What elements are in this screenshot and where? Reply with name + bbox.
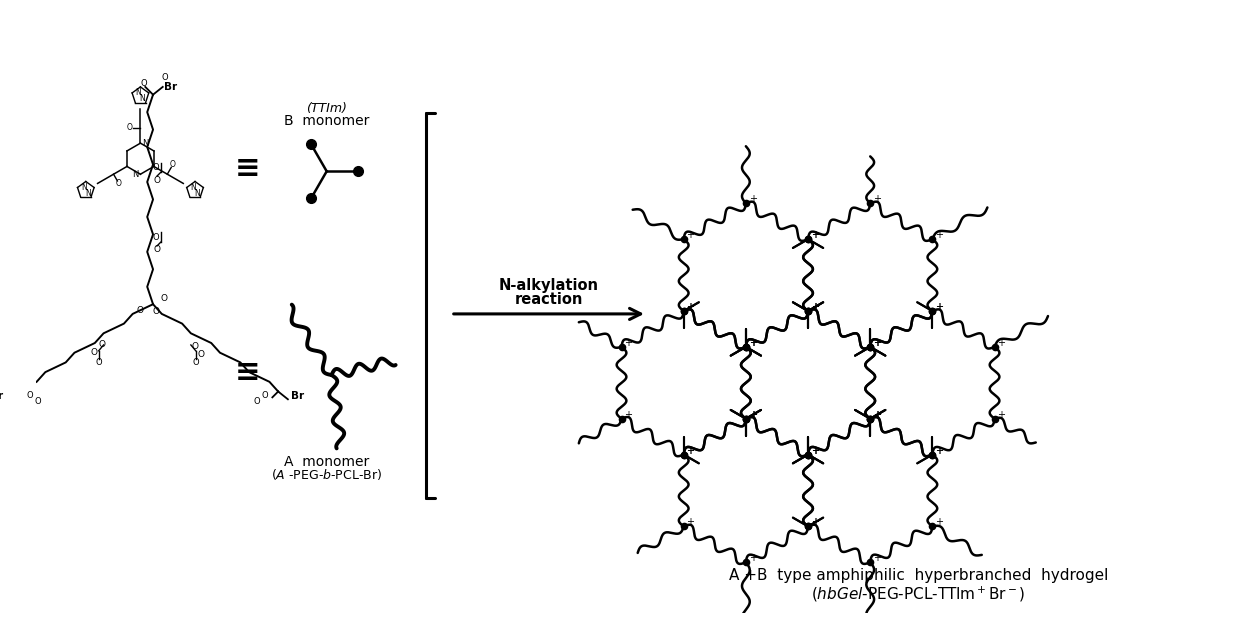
Text: O: O xyxy=(136,305,144,315)
Text: +: + xyxy=(687,446,694,456)
Text: +: + xyxy=(935,446,944,456)
Text: +: + xyxy=(687,230,694,240)
Text: +: + xyxy=(624,338,632,348)
Text: +: + xyxy=(873,410,880,420)
Text: +: + xyxy=(749,410,756,420)
Text: +: + xyxy=(749,410,756,420)
Text: A +B  type amphiphilic  hyperbranched  hydrogel: A +B type amphiphilic hyperbranched hydr… xyxy=(729,569,1109,583)
Text: O: O xyxy=(160,294,167,303)
Text: O: O xyxy=(154,246,160,254)
Text: O: O xyxy=(126,123,133,132)
Text: B  monomer: B monomer xyxy=(284,114,370,128)
Text: O: O xyxy=(35,397,41,406)
Text: O: O xyxy=(191,342,198,351)
Text: +: + xyxy=(873,338,880,348)
Text: +: + xyxy=(749,195,756,205)
Text: N-alkylation: N-alkylation xyxy=(498,277,599,292)
Text: +: + xyxy=(873,410,880,420)
Text: +: + xyxy=(811,302,818,312)
Text: +: + xyxy=(749,410,756,420)
Text: N: N xyxy=(143,139,149,147)
Text: +: + xyxy=(811,446,818,456)
Text: +: + xyxy=(687,446,694,456)
Text: O: O xyxy=(192,358,200,367)
Text: +: + xyxy=(687,302,694,312)
Text: ($\it{hbGel}$-PEG-PCL-TTIm$^+$Br$^-$): ($\it{hbGel}$-PEG-PCL-TTIm$^+$Br$^-$) xyxy=(811,585,1025,604)
Text: ≡: ≡ xyxy=(234,358,260,387)
Text: N: N xyxy=(84,188,91,198)
Text: O: O xyxy=(170,160,176,169)
Text: +: + xyxy=(687,518,694,527)
Text: +: + xyxy=(749,338,756,348)
Text: A  monomer: A monomer xyxy=(284,455,370,468)
Text: +: + xyxy=(935,518,944,527)
Text: O: O xyxy=(91,348,98,357)
Text: Br: Br xyxy=(164,82,177,92)
Text: +: + xyxy=(749,338,756,348)
Text: Br: Br xyxy=(0,391,4,401)
Text: O: O xyxy=(115,179,122,188)
Text: +: + xyxy=(935,446,944,456)
Text: +: + xyxy=(811,230,818,240)
Text: +: + xyxy=(811,518,818,527)
Text: (TTIm): (TTIm) xyxy=(306,102,347,115)
Text: Br: Br xyxy=(291,391,304,401)
Text: N: N xyxy=(81,183,87,192)
Text: +: + xyxy=(997,338,1006,348)
Text: O: O xyxy=(161,73,167,81)
Text: O: O xyxy=(262,391,268,400)
Text: +: + xyxy=(935,302,944,312)
Text: O: O xyxy=(153,307,160,317)
Text: O: O xyxy=(154,175,160,185)
Text: reaction: reaction xyxy=(515,292,583,307)
Text: +: + xyxy=(624,410,632,420)
Text: O: O xyxy=(26,391,33,400)
Text: O: O xyxy=(98,340,105,350)
Text: O: O xyxy=(153,233,159,242)
Text: +: + xyxy=(749,554,756,564)
Text: +: + xyxy=(873,554,880,564)
Text: N: N xyxy=(195,188,200,198)
Text: O: O xyxy=(140,78,146,88)
Text: +: + xyxy=(687,302,694,312)
Text: +: + xyxy=(749,338,756,348)
Text: O: O xyxy=(153,163,159,172)
Text: +: + xyxy=(811,518,818,527)
Text: +: + xyxy=(873,338,880,348)
Text: +: + xyxy=(873,410,880,420)
Text: +: + xyxy=(873,338,880,348)
Text: +: + xyxy=(935,230,944,240)
Text: N: N xyxy=(190,183,196,192)
Text: +: + xyxy=(997,410,1006,420)
Text: N: N xyxy=(133,170,139,179)
Text: +: + xyxy=(935,302,944,312)
Text: N: N xyxy=(135,88,141,97)
Text: +: + xyxy=(811,302,818,312)
Text: ≡: ≡ xyxy=(234,154,260,183)
Text: O: O xyxy=(253,397,260,406)
Text: N: N xyxy=(139,94,145,103)
Text: O: O xyxy=(95,358,102,367)
Text: O: O xyxy=(197,350,205,359)
Text: +: + xyxy=(811,446,818,456)
Text: +: + xyxy=(811,446,818,456)
Text: +: + xyxy=(811,230,818,240)
Text: ($A$ -PEG-$b$-PCL-Br): ($A$ -PEG-$b$-PCL-Br) xyxy=(272,467,382,482)
Text: +: + xyxy=(811,302,818,312)
Text: +: + xyxy=(873,195,880,205)
